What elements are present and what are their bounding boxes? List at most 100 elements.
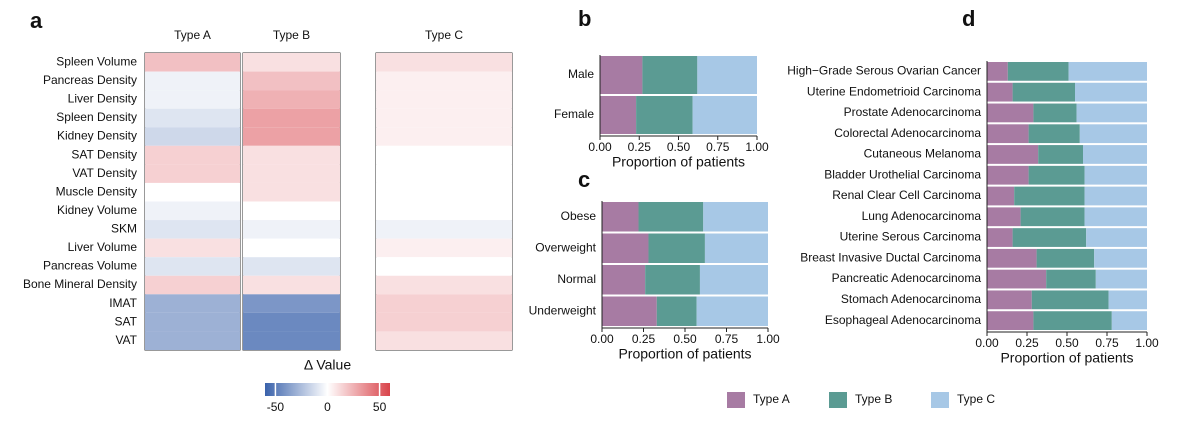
heatmap-cell (243, 90, 340, 109)
heatmap-cell (145, 257, 240, 276)
bar-segment (1094, 248, 1147, 268)
heatmap-cell (243, 53, 340, 72)
bar-segment (704, 233, 768, 263)
bar-segment (987, 290, 1032, 310)
bar-segment (696, 296, 768, 326)
x-axis-label: Proportion of patients (612, 154, 745, 170)
bar-segment (602, 202, 639, 232)
heatmap-cell (243, 71, 340, 91)
heatmap-cell (243, 294, 340, 313)
bar-segment (602, 296, 657, 326)
heatmap-cell (243, 331, 340, 350)
colorbar-tick-label: 50 (373, 400, 387, 414)
heatmap-cell (376, 312, 512, 332)
heatmap-cell (376, 238, 512, 258)
row-label: IMAT (109, 296, 137, 310)
bar-segment (1079, 124, 1147, 144)
row-label: Muscle Density (56, 184, 137, 198)
heatmap-cell (243, 238, 340, 258)
heatmap-cell (376, 145, 512, 165)
heatmap-cell (376, 275, 512, 295)
heatmap-cell (145, 312, 240, 332)
bar-segment (1028, 124, 1080, 144)
row-label: SAT Density (71, 147, 137, 161)
heatmap-cell (243, 257, 340, 276)
bar-segment (656, 296, 697, 326)
legend-label: Type B (855, 392, 892, 406)
row-label: Bone Mineral Density (23, 277, 137, 291)
heatmap-cell (243, 145, 340, 165)
x-tick-label: 0.25 (628, 140, 652, 154)
heatmap-cell (243, 182, 340, 202)
group-label: Type B (273, 28, 310, 42)
heatmap-cell (145, 127, 240, 146)
heatmap-cell (376, 90, 512, 109)
bar-segment (648, 233, 705, 263)
bar-segment (987, 165, 1029, 185)
heatmap-cell (145, 294, 240, 313)
bar-segment (1028, 165, 1085, 185)
colorbar-title: Δ Value (304, 357, 351, 373)
heatmap-cell (243, 164, 340, 183)
category-label: Renal Clear Cell Carcinoma (832, 188, 981, 202)
bar-segment (697, 56, 757, 94)
heatmap-cell (376, 331, 512, 350)
legend-swatch (727, 392, 745, 408)
bar-segment (987, 82, 1013, 102)
heatmap-cell (243, 201, 340, 221)
heatmap-cell (145, 331, 240, 350)
x-tick-label: 0.00 (975, 336, 999, 350)
legend-swatch (931, 392, 949, 408)
heatmap-cell (145, 53, 240, 72)
row-label: Spleen Volume (56, 54, 137, 68)
bar-segment (1084, 207, 1147, 227)
bar-segment (987, 311, 1034, 330)
bar-segment (1075, 82, 1147, 102)
bar-segment (1084, 186, 1147, 206)
legend-label: Type A (753, 392, 790, 406)
x-tick-label: 0.25 (1015, 336, 1039, 350)
bar-segment (987, 124, 1029, 144)
x-tick-label: 0.00 (590, 332, 614, 346)
heatmap-cell (145, 71, 240, 91)
bar-segment (987, 269, 1047, 289)
heatmap-cell (145, 275, 240, 295)
category-label: Colorectal Adenocarcinoma (834, 126, 981, 140)
row-label: Liver Volume (68, 240, 138, 254)
x-tick-label: 0.50 (1055, 336, 1079, 350)
x-tick-label: 0.25 (632, 332, 656, 346)
bar-segment (1007, 62, 1069, 81)
category-label: Breast Invasive Ductal Carcinoma (800, 250, 981, 264)
bar-segment (1084, 165, 1147, 185)
x-tick-label: 0.50 (673, 332, 697, 346)
category-label: Underweight (529, 303, 597, 317)
legend-swatch (829, 392, 847, 408)
bar-segment (1095, 269, 1147, 289)
bar-segment (600, 96, 637, 134)
row-label: Liver Density (68, 92, 137, 106)
bar-segment (1068, 62, 1147, 81)
bar-segment (1038, 145, 1083, 164)
bar-segment (642, 56, 698, 94)
x-axis-label: Proportion of patients (618, 346, 751, 362)
row-label: Spleen Density (56, 110, 137, 124)
bar-segment (1046, 269, 1096, 289)
bar-segment (1020, 207, 1085, 227)
heatmap-cell (376, 201, 512, 221)
panel-letter: b (578, 6, 591, 31)
bar-segment (987, 207, 1021, 227)
bar-segment (987, 62, 1008, 81)
category-label: Lung Adenocarcinoma (862, 209, 982, 223)
category-label: Uterine Serous Carcinoma (840, 230, 982, 244)
heatmap-cell (145, 90, 240, 109)
heatmap-cell (243, 275, 340, 295)
bar-segment (1111, 311, 1147, 330)
row-label: VAT (115, 333, 137, 347)
category-label: Cutaneous Melanoma (864, 147, 982, 161)
category-label: Prostate Adenocarcinoma (844, 105, 982, 119)
group-label: Type C (425, 28, 463, 42)
heatmap-cell (243, 108, 340, 128)
category-label: Overweight (535, 240, 596, 254)
category-label: Stomach Adenocarcinoma (841, 292, 981, 306)
